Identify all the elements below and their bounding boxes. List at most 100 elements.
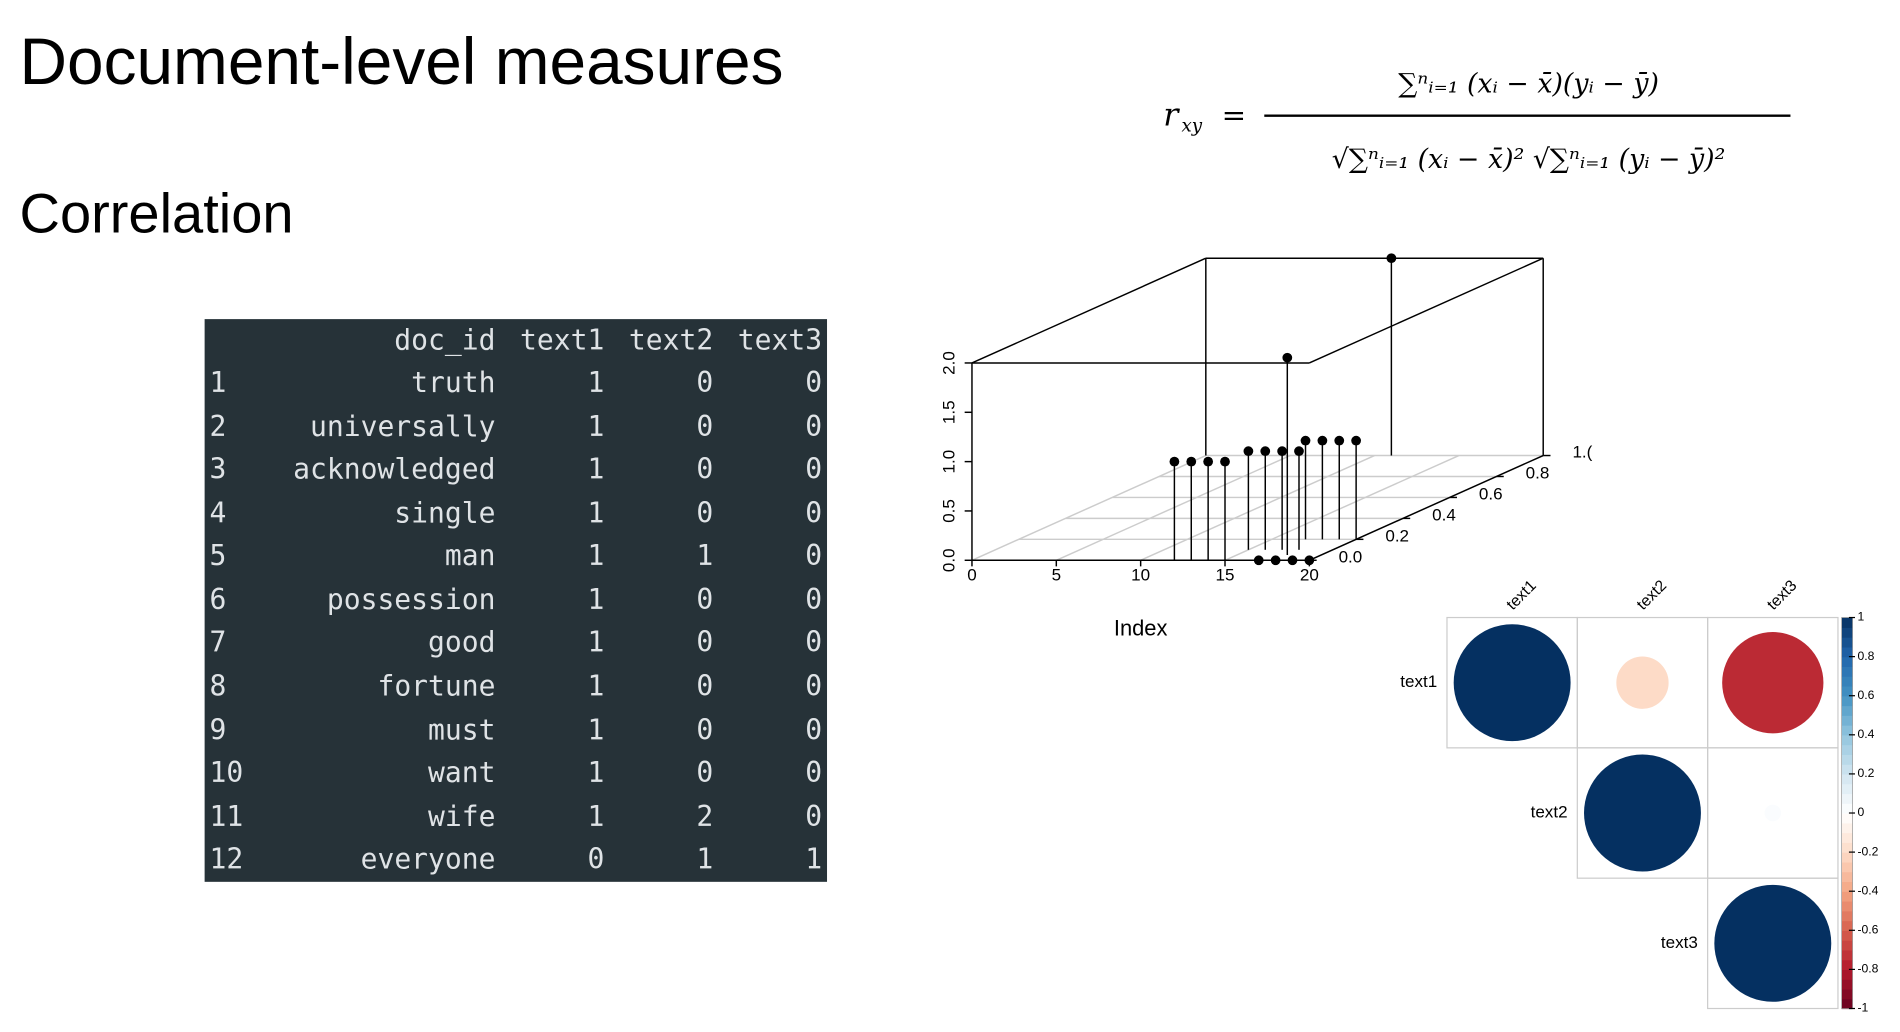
point — [1304, 555, 1315, 566]
colorbar-segment — [1841, 813, 1853, 824]
table-cell: 11 — [209, 800, 244, 833]
point — [1220, 456, 1230, 467]
point — [1169, 456, 1180, 467]
colorbar-segment — [1841, 871, 1853, 883]
colorbar-tick-label: -0.4 — [1857, 883, 1878, 897]
formula-denominator: √∑ⁿᵢ₌₁ (xᵢ − x̄)² √∑ⁿᵢ₌₁ (yᵢ − ȳ)² — [1332, 144, 1726, 175]
table-cell: 0 — [696, 671, 714, 703]
x-tick-label: 20 — [1300, 566, 1319, 585]
colorbar-tick-label: 0.8 — [1857, 649, 1874, 663]
table-cell: 0 — [696, 757, 714, 790]
colorbar-tick-label: -0.8 — [1857, 962, 1878, 976]
row-label: text1 — [1400, 672, 1437, 691]
table-cell: 7 — [209, 627, 227, 660]
table-cell: 1 — [587, 757, 605, 790]
table-cell: 1 — [587, 671, 605, 703]
point — [1253, 555, 1264, 566]
z-tick-label: 1.0 — [940, 450, 959, 474]
table-cell: 1 — [209, 368, 227, 400]
data-table: doc_id text1 text2 text3 1 truth 1 0 0 2 universal… — [204, 319, 828, 882]
corr-circle — [1453, 624, 1571, 742]
colorbar-segment — [1841, 617, 1853, 628]
colorbar-segment — [1841, 979, 1853, 990]
slide-subtitle: Correlation — [19, 181, 294, 245]
row-label: text3 — [1661, 933, 1698, 952]
table-cell: possession — [326, 584, 496, 617]
colorbar-segment — [1841, 910, 1853, 922]
table-cell: 1 — [587, 411, 605, 444]
column-label: text3 — [1764, 577, 1800, 613]
table-cell: 0 — [696, 454, 714, 487]
table-row: 12 everyone 0 1 1 — [205, 838, 827, 881]
colorbar-segment — [1841, 803, 1853, 814]
table-cell: acknowledged — [293, 454, 496, 487]
table-cell: 10 — [209, 757, 244, 790]
table-cell: man — [444, 541, 496, 573]
point — [1300, 435, 1311, 446]
table-cell: 0 — [696, 627, 714, 660]
colorbar-segment — [1841, 891, 1853, 902]
grid-line — [1056, 454, 1291, 561]
formula: r xy = ∑ⁿᵢ₌₁ (xᵢ − x̄)(yᵢ − ȳ) √∑ⁿᵢ₌₁ (x… — [1163, 68, 1791, 175]
point — [1186, 456, 1197, 467]
x-axis-label: Index — [1114, 616, 1168, 641]
point — [1317, 435, 1328, 446]
colorbar-segment — [1841, 842, 1853, 853]
table-row: 3 acknowledged 1 0 0 — [205, 449, 827, 492]
table-cell: 0 — [805, 671, 823, 703]
table-cell: doc_id — [394, 324, 496, 357]
table-cell: must — [428, 714, 496, 747]
table-row: doc_id text1 text2 text3 — [205, 319, 827, 362]
table-row: 10 want 1 0 0 — [205, 752, 827, 795]
colorbar-segment — [1841, 627, 1853, 638]
table-cell: 8 — [209, 671, 227, 703]
table-row: 8 fortune 1 0 0 — [205, 665, 827, 708]
colorbar-segment — [1841, 656, 1853, 668]
point — [1294, 446, 1304, 457]
table-row: 1 truth 1 0 0 — [205, 362, 827, 405]
x-tick-label: 5 — [1052, 566, 1061, 585]
table-row: 5 man 1 1 0 — [205, 536, 827, 579]
point — [1270, 555, 1281, 566]
y-tick-label: 0.6 — [1479, 484, 1503, 503]
table-cell: 0 — [805, 627, 823, 660]
table-cell: text1 — [520, 324, 605, 357]
colorbar-tick-label: 0.6 — [1857, 688, 1874, 702]
table-cell: 0 — [805, 584, 823, 617]
colorbar-segment — [1841, 988, 1853, 1000]
table-cell: 5 — [209, 541, 227, 573]
table-cell: good — [428, 627, 496, 660]
colorbar-segment — [1841, 940, 1853, 951]
colorbar-segment — [1841, 969, 1853, 980]
colorbar-segment — [1841, 715, 1853, 726]
point — [1351, 435, 1361, 446]
table-cell: 0 — [696, 584, 714, 617]
colorbar-segment — [1841, 793, 1853, 804]
colorbar-segment — [1841, 764, 1853, 775]
table-cell: 1 — [696, 541, 714, 573]
colorbar-tick-label: -1 — [1857, 1001, 1868, 1015]
column-label: text2 — [1634, 577, 1670, 613]
colorbar-tick-label: -0.2 — [1857, 844, 1878, 858]
x-tick-label: 0 — [967, 566, 976, 585]
colorbar-segment — [1841, 783, 1853, 795]
colorbar-segment — [1841, 725, 1853, 736]
table-cell: single — [394, 498, 496, 530]
corr-circle — [1584, 754, 1701, 872]
table-cell: 0 — [696, 411, 714, 444]
point — [1243, 446, 1254, 457]
table-cell: 0 — [805, 714, 823, 747]
table-cell: universally — [309, 411, 496, 444]
table-cell: 0 — [805, 800, 823, 833]
colorbar-segment — [1841, 695, 1853, 707]
colorbar-segment — [1841, 822, 1853, 834]
table-cell: 0 — [805, 541, 823, 573]
colorbar-segment — [1841, 881, 1853, 892]
table-cell: 1 — [587, 584, 605, 617]
row-label: text2 — [1531, 803, 1568, 822]
table-cell: wife — [428, 800, 496, 833]
y-tick-label: 1.( — [1572, 443, 1592, 462]
colorbar-segment — [1841, 959, 1853, 971]
